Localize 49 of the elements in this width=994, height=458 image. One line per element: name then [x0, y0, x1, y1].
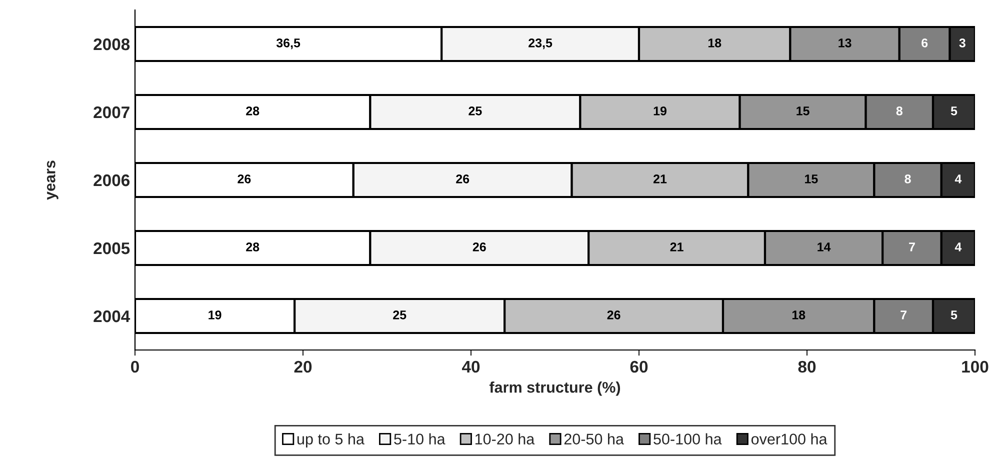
data-label: 28 — [246, 242, 260, 252]
data-label: 4 — [954, 174, 962, 184]
y-axis-title: years — [46, 160, 58, 200]
data-label: 15 — [796, 106, 810, 116]
data-label: 8 — [896, 106, 902, 116]
data-label: 4 — [954, 242, 962, 252]
legend-label: 5-10 ha — [394, 433, 446, 444]
data-label: 26 — [456, 174, 470, 184]
y-tick-label: 2006 — [94, 174, 130, 186]
data-label: 28 — [246, 106, 260, 116]
data-label: 25 — [468, 106, 482, 116]
data-label: 21 — [670, 242, 684, 252]
data-label: 7 — [909, 242, 915, 252]
x-tick-label: 20 — [294, 360, 312, 373]
data-label: 5 — [950, 106, 958, 116]
x-tick-label: 100 — [962, 360, 988, 373]
data-label: 3 — [959, 38, 966, 48]
y-tick-label: 2008 — [94, 38, 130, 50]
legend-label: 10-20 ha — [475, 433, 535, 444]
data-label: 19 — [654, 106, 666, 116]
data-label: 14 — [818, 242, 831, 252]
data-label: 18 — [708, 38, 722, 48]
data-label: 18 — [792, 310, 806, 320]
data-label: 15 — [805, 174, 818, 184]
legend-label: 50-100 ha — [654, 433, 722, 444]
x-tick-label: 60 — [630, 360, 648, 373]
y-tick-label: 2005 — [94, 242, 130, 254]
data-label: 26 — [607, 310, 620, 320]
data-label: 13 — [838, 38, 852, 48]
data-label: 26 — [472, 242, 486, 252]
data-label: 19 — [208, 310, 222, 320]
data-label: 5 — [950, 310, 958, 320]
legend-label: 20-50 ha — [564, 433, 624, 444]
x-axis-title: farm structure (%) — [489, 382, 620, 396]
data-label: 6 — [922, 38, 928, 48]
x-tick-label: 0 — [131, 360, 139, 373]
legend-label: over100 ha — [751, 433, 828, 444]
legend-label: up to 5 ha — [297, 433, 364, 448]
x-tick-label: 40 — [462, 360, 480, 373]
data-label: 36,5 — [276, 38, 300, 50]
data-label: 25 — [393, 310, 406, 320]
data-label: 21 — [653, 174, 667, 184]
data-label: 26 — [238, 174, 251, 184]
y-tick-label: 2007 — [94, 106, 130, 118]
data-label: 7 — [900, 310, 907, 320]
data-label: 8 — [904, 174, 911, 184]
y-tick-label: 2004 — [94, 310, 130, 322]
data-label: 23,5 — [528, 38, 552, 50]
x-tick-label: 80 — [798, 360, 816, 373]
